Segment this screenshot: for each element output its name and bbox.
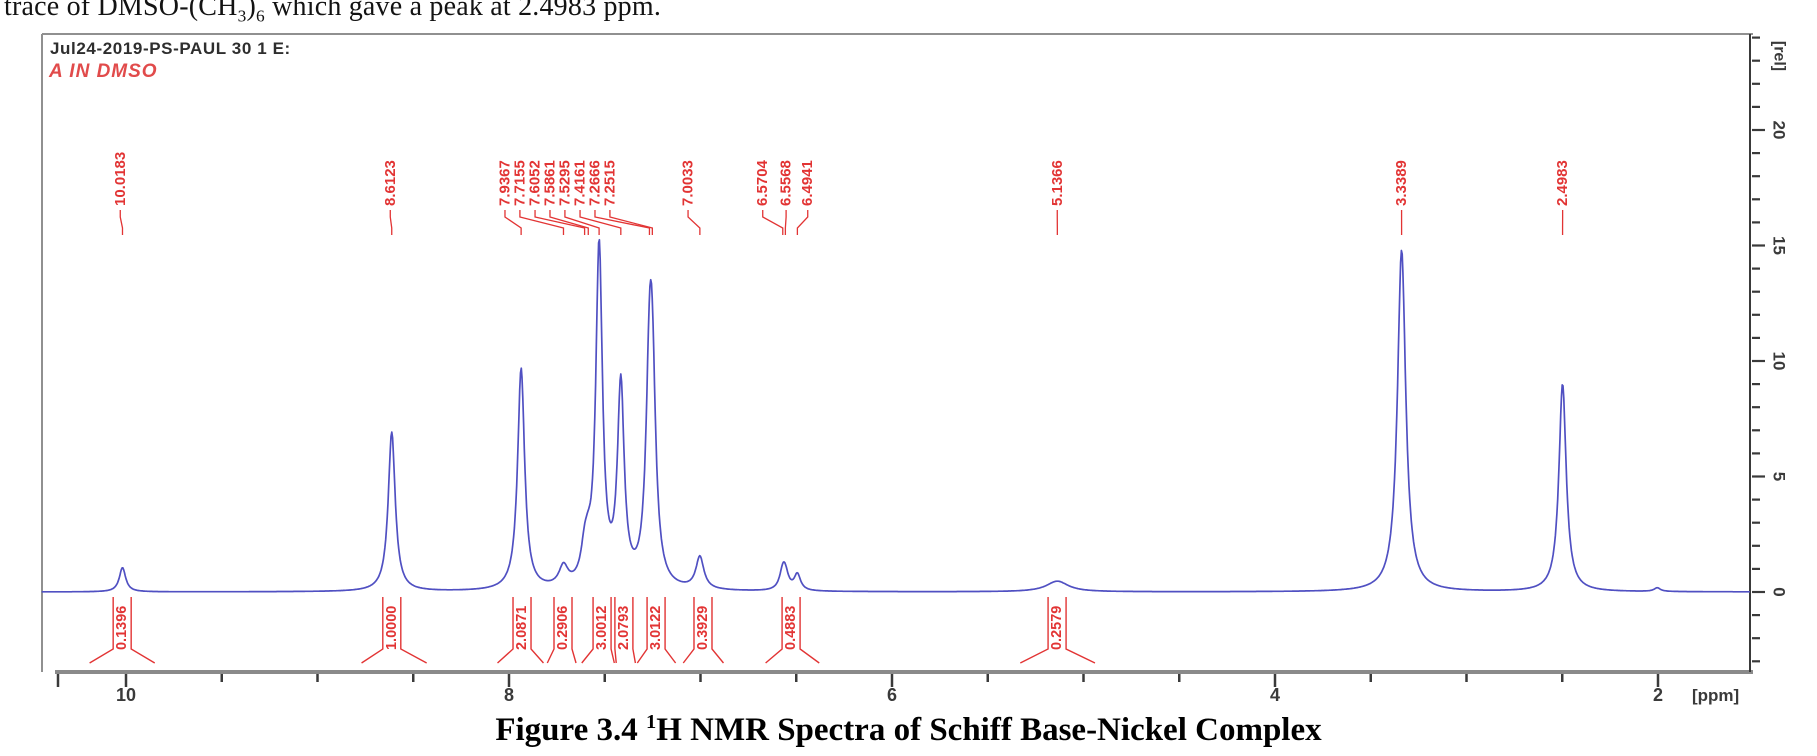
y-axis-tick-label: 20 <box>1770 121 1789 140</box>
peak-shift-label: 7.0033 <box>680 160 697 206</box>
peak-leader-line <box>579 210 622 235</box>
y-axis-tick-label: 0 <box>1770 587 1789 596</box>
body-text-subscript-6: 6 <box>256 6 265 26</box>
peak-shift-label: 2.4983 <box>1554 160 1571 206</box>
peak-shift-label: 7.2666 <box>586 160 603 206</box>
peak-shift-label: 7.7155 <box>511 160 528 206</box>
integration-value: 2.0871 <box>514 606 530 650</box>
peak-leader-line <box>549 210 589 235</box>
peak-shift-label: 8.6123 <box>382 160 399 206</box>
peak-shift-label: 5.1366 <box>1049 160 1066 206</box>
peak-leader-line <box>687 210 701 235</box>
integration-bracket <box>765 597 820 664</box>
peak-leader-line <box>534 210 586 235</box>
integration-value: 1.0000 <box>384 606 400 650</box>
nmr-trace <box>41 238 1751 593</box>
y-axis-tick-label: 5 <box>1770 472 1789 481</box>
peak-shift-label: 3.3389 <box>1393 160 1410 206</box>
x-axis-tick-label: 6 <box>887 685 897 705</box>
x-axis-tick-label: 2 <box>1653 685 1663 705</box>
integration-value: 0.4883 <box>783 606 799 650</box>
integration-value: 0.3929 <box>695 606 711 650</box>
integration-bracket <box>1019 597 1096 664</box>
x-axis-tick-label: 8 <box>504 685 514 705</box>
peak-leader-line <box>594 210 651 235</box>
integration-value: 3.0012 <box>594 606 610 650</box>
body-text-mid: ) <box>246 0 256 22</box>
peak-leader-line <box>609 210 653 235</box>
peak-shift-label: 6.5568 <box>778 160 795 206</box>
integration-bracket <box>636 597 677 664</box>
integration-bracket <box>682 597 725 664</box>
peak-leader-line <box>504 210 522 235</box>
body-text-line: trace of DMSO-(CH3)6 which gave a peak a… <box>4 0 661 27</box>
integration-value: 0.2906 <box>555 606 571 650</box>
peak-shift-label: 7.5861 <box>541 160 558 206</box>
integration-value: 0.1396 <box>114 606 130 650</box>
integration-bracket <box>361 597 427 664</box>
experiment-title: Jul24-2019-PS-PAUL 30 1 E: <box>50 39 291 58</box>
x-axis-tick-label: 10 <box>116 685 136 705</box>
caption-pre: Figure 3.4 <box>495 712 646 748</box>
integration-bracket <box>581 597 616 664</box>
integration-bracket <box>497 597 544 664</box>
caption-superscript-1: 1 <box>646 711 657 733</box>
y-axis-tick-label: 15 <box>1770 236 1789 255</box>
peak-leader-line <box>389 210 393 235</box>
caption-post: H NMR Spectra of Schiff Base-Nickel Comp… <box>656 712 1322 748</box>
integration-bracket <box>614 597 637 664</box>
y-axis-unit-label: [rel] <box>1771 41 1788 71</box>
peak-leader-line <box>119 210 124 235</box>
peak-leader-line <box>796 210 809 235</box>
figure-caption: Figure 3.4 1H NMR Spectra of Schiff Base… <box>0 711 1817 749</box>
body-text-pre: trace of DMSO-(CH <box>4 0 238 22</box>
integration-value: 2.0793 <box>616 606 632 650</box>
integration-value: 0.2579 <box>1049 606 1065 650</box>
peak-leader-line <box>762 210 784 235</box>
peak-shift-label: 7.4161 <box>572 160 589 206</box>
integration-bracket <box>89 597 156 664</box>
integration-value: 3.0122 <box>648 606 664 650</box>
body-text-subscript-3: 3 <box>237 6 247 26</box>
x-axis-tick-label: 4 <box>1270 685 1280 705</box>
sample-label: A IN DMSO <box>49 61 158 82</box>
peak-leader-line <box>519 210 565 235</box>
integration-bracket <box>546 597 577 664</box>
peak-leader-line <box>564 210 600 235</box>
y-axis-tick-label: 10 <box>1770 352 1789 371</box>
body-text-post: which gave a peak at 2.4983 ppm. <box>264 0 662 22</box>
peak-shift-label: 7.6052 <box>527 160 544 206</box>
peak-shift-label: 7.5295 <box>556 160 573 206</box>
x-axis-unit-label: [ppm] <box>1692 686 1739 705</box>
peak-shift-label: 7.9367 <box>496 160 513 206</box>
peak-leader-line <box>784 210 787 235</box>
peak-shift-label: 6.4941 <box>799 160 816 206</box>
peak-shift-label: 6.5704 <box>754 159 771 206</box>
peak-shift-label: 7.2515 <box>601 160 618 206</box>
peak-shift-label: 10.0183 <box>112 152 129 206</box>
